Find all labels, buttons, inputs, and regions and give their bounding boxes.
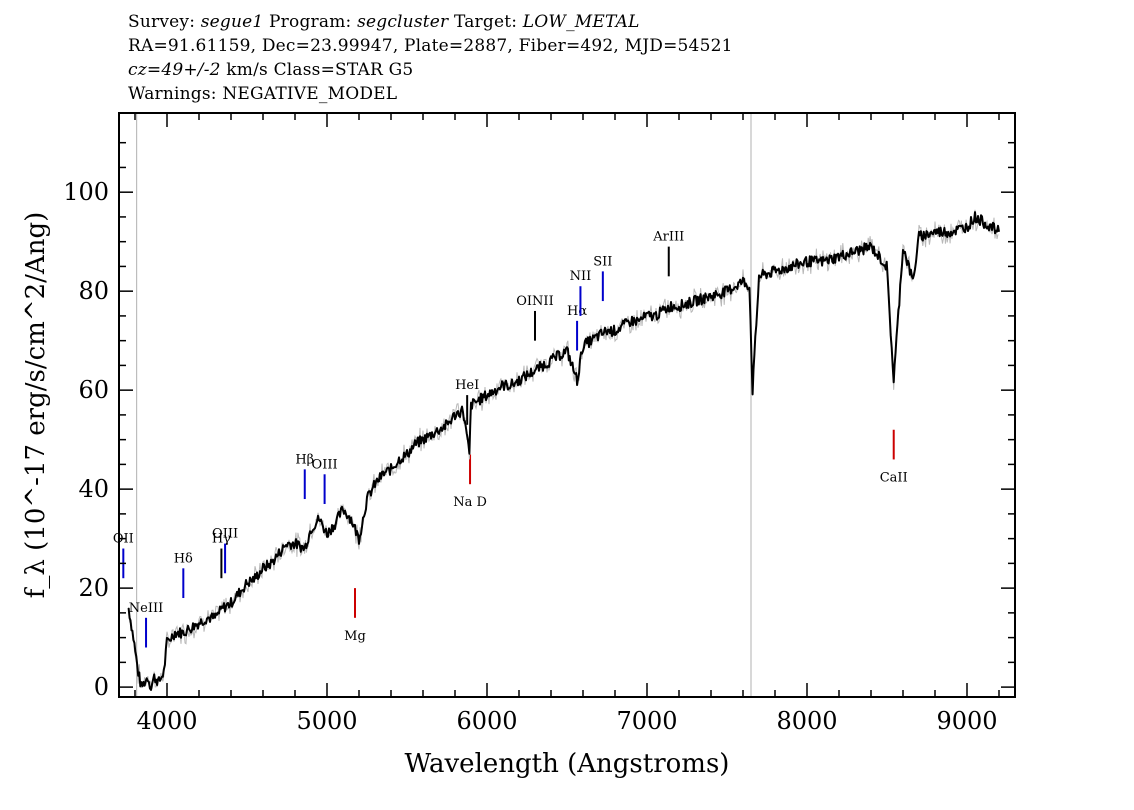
survey-label: Survey: — [128, 12, 196, 32]
line-label-5: Hβ — [295, 452, 314, 467]
line-label-10: NII — [570, 269, 592, 284]
spectral-line-markers: OIINeIIIHδHγOIIIHβOIIIHeIOINIIHαNIISIIAr… — [113, 230, 908, 648]
line-label-8: OINII — [516, 294, 553, 309]
redshift-value: cz=49+/-2 — [128, 60, 221, 80]
line-label-9: Hα — [567, 304, 587, 319]
header-line-4: Warnings: NEGATIVE_MODEL — [128, 84, 398, 104]
line-label-1: NeIII — [129, 601, 163, 616]
y-tick-label: 20 — [78, 574, 109, 602]
x-tick-label: 8000 — [776, 707, 837, 735]
y-tick-label: 80 — [78, 277, 109, 305]
line-label-12: ArIII — [652, 230, 684, 245]
survey-value: segue1 — [200, 12, 264, 32]
x-tick-label: 6000 — [456, 707, 517, 735]
header-line-1: Survey: segue1 Program: segcluster Targe… — [128, 10, 733, 34]
x-tick-label: 4000 — [136, 707, 197, 735]
flux-error-band — [128, 209, 999, 689]
y-axis-title: f_λ (10^-17 erg/s/cm^2/Ang) — [21, 212, 51, 598]
x-tick-label: 9000 — [936, 707, 997, 735]
line-label-3: Hγ — [212, 532, 231, 547]
target-value: LOW_METAL — [522, 12, 640, 32]
plot-frame — [118, 112, 1016, 698]
line-label-15: CaII — [880, 470, 908, 485]
line-label-11: SII — [593, 254, 612, 269]
line-label-2: Hδ — [174, 551, 193, 566]
vertical-markers — [136, 113, 752, 697]
line-label-6: OIII — [312, 457, 338, 472]
line-label-4: OIII — [212, 527, 238, 542]
target-label: Target: — [454, 12, 518, 32]
line-label-14: Na D — [453, 495, 487, 510]
x-tick-label: 7000 — [616, 707, 677, 735]
class-value: km/s Class=STAR G5 — [226, 60, 414, 80]
spectrum-header: Survey: segue1 Program: segcluster Targe… — [128, 10, 733, 106]
axis-ticks: 4000 5000 6000 7000 8000 9000 0 20 40 60 80 100 — [63, 113, 1015, 735]
header-line-3: cz=49+/-2 km/s Class=STAR G5 — [128, 58, 733, 82]
y-tick-label: 40 — [78, 475, 109, 503]
y-tick-label: 100 — [63, 178, 109, 206]
header-line-2: RA=91.61159, Dec=23.99947, Plate=2887, F… — [128, 36, 733, 56]
line-label-13: Mg — [344, 629, 366, 644]
y-tick-label: 0 — [94, 673, 109, 701]
line-label-7: HeI — [455, 378, 479, 393]
program-label: Program: — [269, 12, 352, 32]
x-tick-label: 5000 — [296, 707, 357, 735]
program-value: segcluster — [357, 12, 449, 32]
flux-line-0 — [127, 211, 1000, 691]
flux-series — [127, 209, 1000, 691]
x-axis-title: Wavelength (Angstroms) — [405, 749, 730, 779]
y-tick-label: 60 — [78, 376, 109, 404]
